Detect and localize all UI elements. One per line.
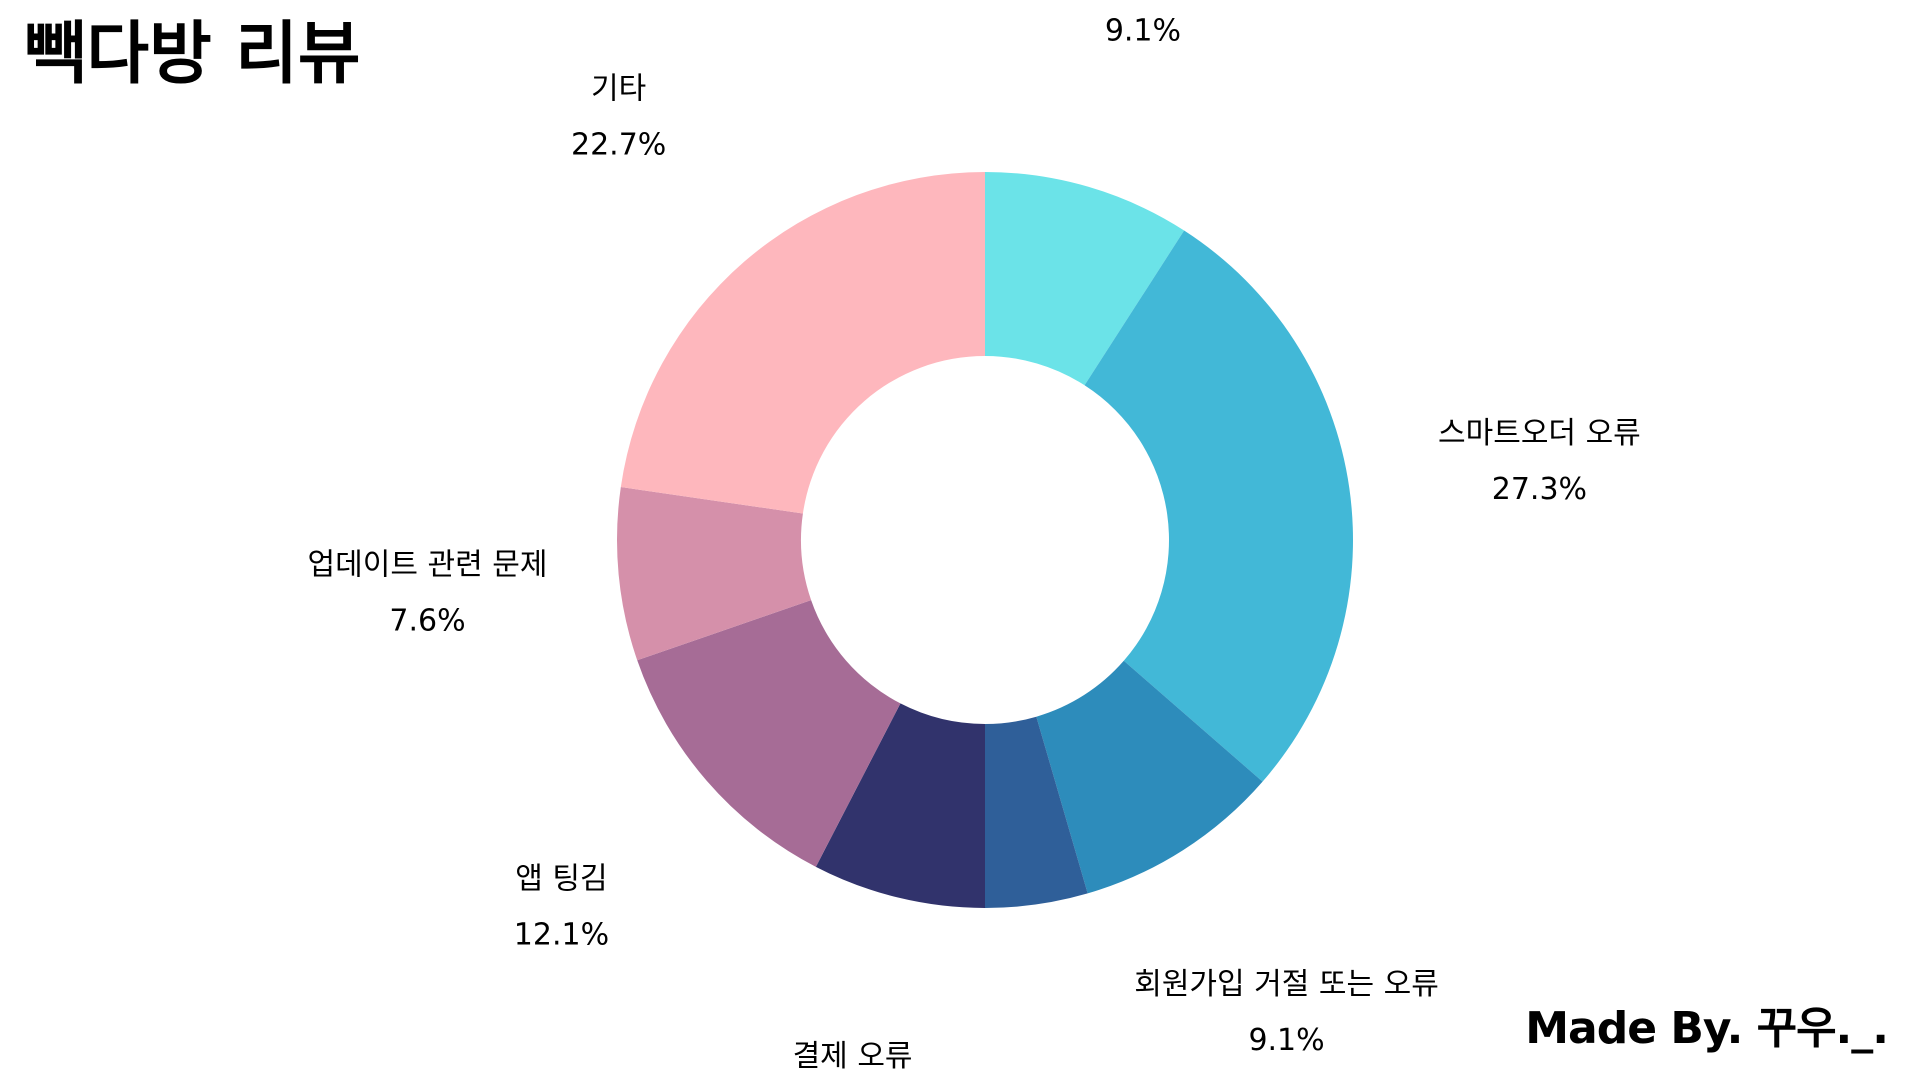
slice-label-2: 회원가입 거절 또는 오류: [1134, 967, 1439, 1002]
donut-slice-7: [620, 172, 985, 514]
donut-slice-3: [985, 716, 1088, 908]
slices-layer: [617, 172, 1353, 908]
chart-title: 빽다방 리뷰: [24, 15, 361, 94]
slice-percent-0: 9.1%: [1105, 14, 1181, 49]
slice-label-7: 기타: [591, 71, 646, 106]
credit-text: Made By. 꾸우._.: [1525, 1003, 1889, 1054]
donut-slice-4: [815, 703, 985, 908]
slice-label-4: 결제 오류: [793, 1039, 913, 1074]
donut-slice-5: [637, 600, 901, 867]
slice-percent-2: 9.1%: [1248, 1023, 1324, 1058]
slice-label-1: 스마트오더 오류: [1438, 416, 1641, 451]
donut-slice-1: [1084, 230, 1353, 782]
slice-percent-7: 22.7%: [571, 127, 666, 162]
slice-percent-6: 7.6%: [389, 604, 465, 639]
slice-label-6: 업데이트 관련 문제: [308, 548, 548, 583]
slice-label-5: 앱 팅김: [515, 861, 607, 896]
donut-slice-2: [1036, 660, 1263, 894]
slice-percent-1: 27.3%: [1492, 472, 1587, 507]
donut-slice-0: [985, 172, 1185, 386]
slice-percent-5: 12.1%: [514, 917, 609, 952]
donut-slice-6: [617, 487, 812, 661]
